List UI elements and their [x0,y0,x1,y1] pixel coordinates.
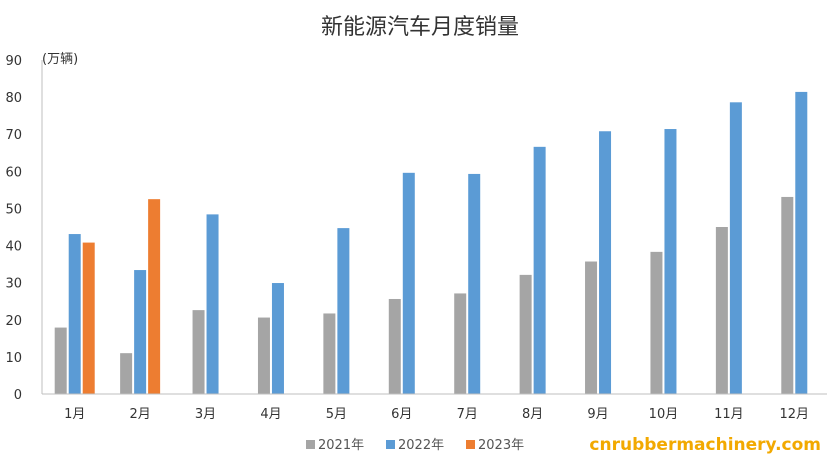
y-tick-label: 40 [5,240,22,255]
bar-2021年-5月 [323,313,336,394]
bar-2022年-6月 [402,172,415,394]
x-tick-label: 12月 [780,407,810,422]
bar-2022年-12月 [795,91,808,394]
bar-2022年-4月 [271,283,284,394]
bar-2022年-2月 [134,270,147,394]
y-tick-label: 70 [5,128,22,143]
y-tick-label: 50 [5,202,22,217]
bar-2022年-1月 [68,234,81,394]
bar-2021年-10月 [650,251,663,394]
bar-2023年-1月 [82,242,95,394]
y-axis: 0 10 20 30 40 50 60 70 80 90 [5,54,22,403]
bar-2021年-1月 [54,327,67,394]
watermark: cnrubbermachinery.com [589,435,821,455]
legend-label: 2023年 [478,438,524,453]
chart-title: 新能源汽车月度销量 [321,15,519,40]
bar-2021年-6月 [388,298,401,394]
x-tick-label: 3月 [195,407,216,422]
legend-swatch-2022年 [386,440,395,449]
bar-2021年-4月 [257,317,270,394]
bar-2021年-7月 [454,293,467,394]
y-tick-label: 20 [5,314,22,329]
x-tick-label: 9月 [587,407,608,422]
x-tick-label: 5月 [326,407,347,422]
x-tick-label: 4月 [260,407,281,422]
bar-2021年-2月 [120,353,133,394]
bar-2022年-8月 [533,146,546,394]
x-axis: 1月 2月 3月 4月 5月 6月 7月 8月 9月 10月 11月 12月 [64,407,809,422]
bar-2022年-7月 [468,173,481,394]
x-tick-label: 8月 [522,407,543,422]
bar-2021年-3月 [192,310,205,394]
y-tick-label: 0 [14,388,22,403]
y-tick-label: 80 [5,91,22,106]
x-tick-label: 11月 [714,407,744,422]
y-tick-label: 30 [5,277,22,292]
legend-swatch-2023年 [466,440,475,449]
bar-2022年-9月 [599,131,612,394]
legend-label: 2022年 [398,438,444,453]
bar-2021年-8月 [519,274,532,394]
y-tick-label: 10 [5,351,22,366]
bar-2023年-2月 [148,199,161,394]
y-axis-unit: (万辆) [42,52,78,67]
bar-2022年-10月 [664,129,677,394]
bar-2021年-12月 [781,196,794,394]
x-tick-label: 7月 [457,407,478,422]
x-tick-label: 1月 [64,407,85,422]
bar-2021年-11月 [715,227,728,394]
legend: 2021年 2022年 2023年 [306,438,524,453]
legend-label: 2021年 [318,438,364,453]
bar-2022年-3月 [206,214,219,394]
x-tick-label: 6月 [391,407,412,422]
bars [54,91,808,394]
legend-swatch-2021年 [306,440,315,449]
x-tick-label: 2月 [129,407,150,422]
bar-2021年-9月 [585,261,598,394]
x-tick-label: 10月 [649,407,679,422]
bar-2022年-5月 [337,228,350,394]
bar-2022年-11月 [729,102,742,394]
y-tick-label: 60 [5,165,22,180]
y-tick-label: 90 [5,54,22,69]
